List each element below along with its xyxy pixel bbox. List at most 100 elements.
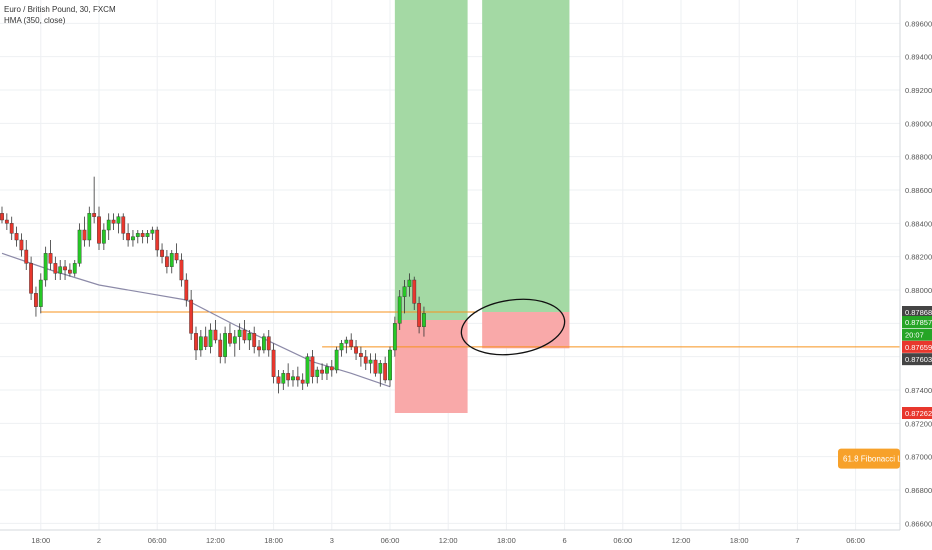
candle	[339, 340, 344, 357]
candle	[354, 340, 358, 360]
candle	[300, 373, 305, 390]
candle	[363, 350, 368, 370]
candle	[417, 296, 421, 334]
candle-body	[315, 369, 320, 377]
candle-body	[339, 343, 344, 351]
candle	[111, 213, 116, 230]
candle-body	[174, 253, 179, 261]
candle-body	[126, 233, 131, 241]
candle	[203, 326, 208, 350]
candle-body	[194, 333, 198, 351]
candle	[383, 356, 388, 384]
position-loss-zone	[482, 312, 570, 349]
candle-body	[334, 349, 339, 371]
candle-body	[320, 369, 324, 374]
candle-body	[373, 359, 378, 374]
candle	[82, 216, 87, 247]
candle-body	[291, 376, 295, 381]
candle-body	[150, 229, 155, 234]
circle-annotation	[460, 298, 566, 356]
y-tick-label: 0.87200	[905, 419, 932, 428]
candle-body	[310, 356, 315, 377]
candle-body	[87, 213, 92, 241]
candle	[334, 346, 339, 374]
candle-body	[402, 286, 407, 297]
candle	[58, 260, 63, 280]
candle-body	[106, 219, 111, 231]
candle	[392, 316, 397, 357]
candle	[213, 320, 218, 344]
candle	[412, 276, 417, 310]
candle	[295, 366, 300, 387]
price-axis-label-bg	[902, 316, 932, 328]
candle	[4, 213, 9, 230]
candle	[14, 226, 19, 247]
candle-body	[9, 223, 14, 234]
candle	[101, 223, 106, 250]
candle-body	[179, 259, 184, 281]
symbol-title[interactable]: Euro / British Pound, 30, FXCM	[4, 5, 116, 14]
price-axis-label: 0.87868	[905, 308, 932, 317]
candle-body	[160, 249, 164, 257]
candle-body	[276, 376, 281, 384]
candle	[422, 306, 426, 337]
candle-body	[101, 229, 106, 244]
candle	[281, 370, 286, 390]
x-tick-label: 12:00	[206, 536, 225, 545]
candle-body	[422, 313, 426, 327]
candle-body	[368, 359, 373, 364]
candle	[344, 336, 349, 354]
candle-body	[77, 229, 82, 264]
candle	[121, 213, 126, 240]
candle-body	[63, 266, 67, 271]
x-tick-label: 12:00	[439, 536, 458, 545]
candle	[0, 206, 4, 224]
candle	[131, 230, 135, 247]
candle-body	[111, 219, 116, 224]
candle-body	[72, 263, 77, 274]
candle-body	[417, 303, 421, 327]
candle	[266, 330, 271, 357]
candle-body	[397, 296, 402, 324]
candle-body	[208, 329, 213, 347]
indicator-legend[interactable]: HMA (350, close)	[4, 16, 66, 25]
x-tick-label: 7	[795, 536, 799, 545]
x-tick-label: 06:00	[381, 536, 400, 545]
candle	[48, 240, 53, 270]
candle	[208, 323, 213, 354]
candle	[223, 326, 227, 364]
candle-body	[325, 366, 329, 374]
x-tick-label: 2	[97, 536, 101, 545]
price-axis-label: 0.87857	[905, 318, 932, 327]
candle	[150, 226, 155, 240]
candle	[174, 243, 179, 264]
candle	[349, 333, 354, 350]
candle-body	[34, 293, 38, 307]
candle-body	[203, 336, 208, 347]
candle	[218, 333, 223, 364]
candle-body	[4, 219, 9, 224]
candle-body	[392, 323, 397, 351]
candle-body	[349, 339, 354, 347]
price-axis-label: 0.87262	[905, 409, 932, 418]
candle-body	[237, 329, 242, 337]
y-tick-label: 0.89400	[905, 53, 932, 62]
candle	[305, 353, 310, 387]
y-tick-label: 0.88600	[905, 186, 932, 195]
price-axis-label-bg	[902, 306, 932, 318]
candle-body	[242, 329, 247, 341]
candle-body	[155, 229, 160, 251]
candle-body	[223, 333, 227, 357]
candle-body	[252, 333, 257, 347]
candle	[237, 323, 242, 350]
candle	[24, 240, 29, 270]
x-tick-label: 18:00	[264, 536, 283, 545]
candle	[19, 233, 24, 257]
candle	[92, 176, 97, 224]
candle-body	[29, 263, 33, 294]
candle-body	[363, 356, 368, 364]
candle	[126, 223, 131, 247]
y-tick-label: 0.86800	[905, 486, 932, 495]
